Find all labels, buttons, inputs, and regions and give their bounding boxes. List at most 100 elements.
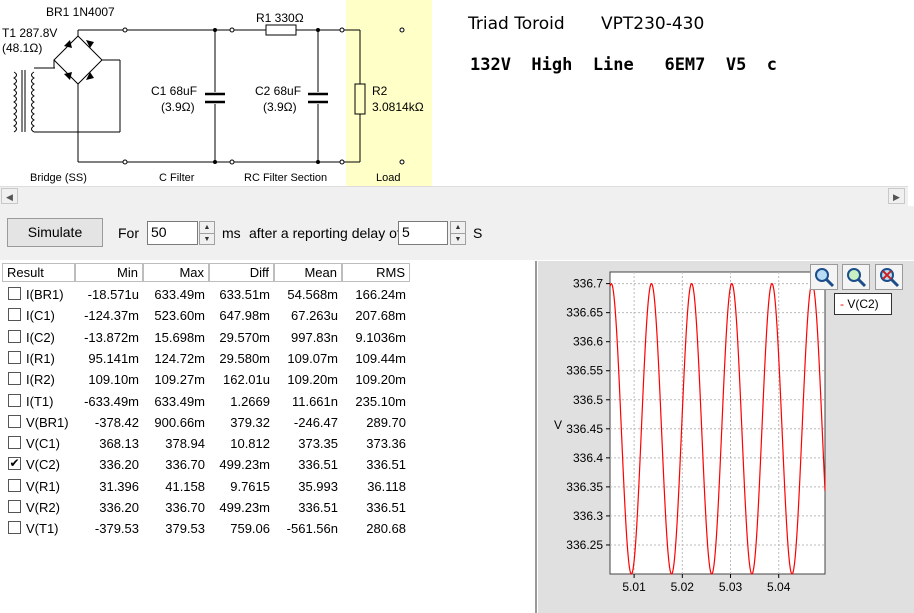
spin-up-icon[interactable]: ▲ <box>451 222 465 234</box>
row-checkbox[interactable] <box>8 308 21 322</box>
cell-min: 31.396 <box>99 478 139 494</box>
cell-rms: 280.68 <box>366 521 406 537</box>
table-row[interactable]: V(R1) 31.396 41.158 9.7615 35.993 36.118 <box>0 476 420 497</box>
y-tick-label: 336.6 <box>573 335 603 349</box>
cell-rms: 109.44m <box>355 350 406 366</box>
r2-value: 3.0814kΩ <box>372 100 424 114</box>
table-row[interactable]: I(C2) -13.872m 15.698m 29.570m 997.83n 9.1036… <box>0 327 420 348</box>
result-name: V(R1) <box>26 478 60 494</box>
cell-max: 124.72m <box>154 350 205 366</box>
cell-max: 109.27m <box>154 372 205 388</box>
horizontal-scrollbar[interactable]: ◀ ▶ <box>0 186 908 207</box>
cell-max: 523.60m <box>154 308 205 324</box>
r1-label: R1 330Ω <box>256 11 304 25</box>
header-diff[interactable]: Diff <box>209 263 274 282</box>
voltage-chart[interactable]: 336.7 336.65 336.6 336.55 336.5 336.45 336.4 33… <box>538 261 914 613</box>
table-row[interactable]: V(R2) 336.20 336.70 499.23m 336.51 336.51 <box>0 497 420 518</box>
cell-max: 633.49m <box>154 287 205 302</box>
result-name: V(C2) <box>26 457 60 473</box>
schematic-diagram <box>13 0 432 186</box>
cell-max: 336.70 <box>165 500 205 515</box>
duration-spinner[interactable]: ▲ ▼ <box>199 221 215 245</box>
spin-up-icon[interactable]: ▲ <box>200 222 214 234</box>
spin-down-icon[interactable]: ▼ <box>454 236 462 243</box>
duration-input[interactable]: 50 <box>147 221 198 245</box>
y-tick-label: 336.35 <box>566 480 603 494</box>
row-checkbox[interactable] <box>8 393 21 407</box>
table-row[interactable]: V(BR1) -378.42 900.66m 379.32 -246.47 289.70 <box>0 412 420 433</box>
cell-min: -18.571u <box>87 287 139 302</box>
cell-diff: 759.06 <box>230 521 270 537</box>
row-checkbox[interactable]: ✔ <box>8 456 21 471</box>
table-row[interactable]: I(R2) 109.10m 109.27m 162.01u 109.20m 109.20m <box>0 369 420 390</box>
spin-down-icon[interactable]: ▼ <box>203 236 211 243</box>
ms-label: ms <box>222 225 241 241</box>
x-tick-label: 5.03 <box>719 580 743 594</box>
cell-diff: 1.2669 <box>230 393 270 409</box>
plot-panel: 336.7 336.65 336.6 336.55 336.5 336.45 336.4 33… <box>538 261 914 613</box>
scroll-right-icon[interactable]: ▶ <box>888 188 905 204</box>
simulate-button[interactable]: Simulate <box>7 218 103 247</box>
result-name: V(C1) <box>26 436 60 452</box>
cell-min: -378.42 <box>94 414 139 430</box>
row-checkbox[interactable] <box>8 500 21 513</box>
row-checkbox[interactable] <box>8 436 21 450</box>
row-checkbox[interactable] <box>8 350 21 364</box>
x-tick-label: 5.01 <box>622 580 646 594</box>
cell-rms: 207.68m <box>355 308 406 324</box>
result-name: V(BR1) <box>26 414 69 430</box>
header-rms[interactable]: RMS <box>342 263 410 282</box>
cell-min: -633.49m <box>84 393 139 409</box>
row-checkbox[interactable] <box>8 478 21 492</box>
cell-mean: 109.07m <box>287 350 338 366</box>
row-checkbox[interactable] <box>8 287 21 300</box>
header-mean[interactable]: Mean <box>274 263 342 282</box>
table-row[interactable]: I(C1) -124.37m 523.60m 647.98m 67.263u 207.68… <box>0 305 420 326</box>
simulation-toolbar: Simulate For 50 ▲ ▼ ms after a reporting… <box>0 206 914 260</box>
cell-mean: 54.568m <box>287 287 338 302</box>
delay-input[interactable]: 5 <box>398 221 448 245</box>
cell-mean: 997.83n <box>291 329 338 345</box>
cell-diff: 9.7615 <box>230 478 270 494</box>
bridge-label: BR1 1N4007 <box>46 5 115 19</box>
row-checkbox[interactable] <box>8 521 21 535</box>
table-row[interactable]: I(BR1) -18.571u 633.49m 633.51m 54.568m 166.2… <box>0 284 420 305</box>
zoom-out-icon[interactable] <box>875 264 903 290</box>
header-result[interactable]: Result <box>2 263 75 282</box>
result-name: V(R2) <box>26 500 60 515</box>
delay-spinner[interactable]: ▲ ▼ <box>450 221 466 245</box>
table-row[interactable]: ✔ V(C2) 336.20 336.70 499.23m 336.51 336.51 <box>0 454 420 475</box>
delay-label: after a reporting delay of <box>249 225 401 241</box>
cell-min: -379.53 <box>94 521 139 537</box>
legend-marker: - <box>840 297 848 311</box>
cell-max: 15.698m <box>154 329 205 345</box>
y-tick-label: 336.55 <box>566 364 603 378</box>
row-checkbox[interactable] <box>8 329 21 343</box>
cell-rms: 336.51 <box>366 457 406 473</box>
zoom-in-icon[interactable] <box>810 264 838 290</box>
scroll-left-icon[interactable]: ◀ <box>1 188 18 204</box>
row-checkbox[interactable] <box>8 372 21 386</box>
zoom-fit-icon[interactable] <box>842 264 870 290</box>
c2-label: C2 68uF <box>255 84 302 98</box>
cell-max: 633.49m <box>154 393 205 409</box>
result-name: I(R1) <box>26 350 55 366</box>
cell-diff: 499.23m <box>219 457 270 473</box>
schematic-panel: BR1 1N4007 T1 287.8V (48.1Ω) R1 330Ω C1 … <box>0 0 914 186</box>
table-row[interactable]: V(T1) -379.53 379.53 759.06 -561.56n 280.68 <box>0 518 420 539</box>
row-checkbox[interactable] <box>8 414 21 428</box>
header-min[interactable]: Min <box>75 263 143 282</box>
cell-diff: 379.32 <box>230 414 270 430</box>
header-max[interactable]: Max <box>143 263 209 282</box>
y-tick-label: 336.4 <box>573 451 603 465</box>
cell-rms: 36.118 <box>367 478 406 494</box>
cell-max: 378.94 <box>165 436 205 452</box>
x-tick-label: 5.04 <box>767 580 791 594</box>
table-row[interactable]: I(R1) 95.141m 124.72m 29.580m 109.07m 109.44m <box>0 348 420 369</box>
c1-resistance: (3.9Ω) <box>161 100 195 114</box>
table-row[interactable]: I(T1) -633.49m 633.49m 1.2669 11.661n 235.10m <box>0 391 420 412</box>
cell-rms: 336.51 <box>366 500 406 515</box>
y-tick-label: 336.65 <box>566 306 603 320</box>
cell-min: 368.13 <box>99 436 139 452</box>
table-row[interactable]: V(C1) 368.13 378.94 10.812 373.35 373.36 <box>0 433 420 454</box>
